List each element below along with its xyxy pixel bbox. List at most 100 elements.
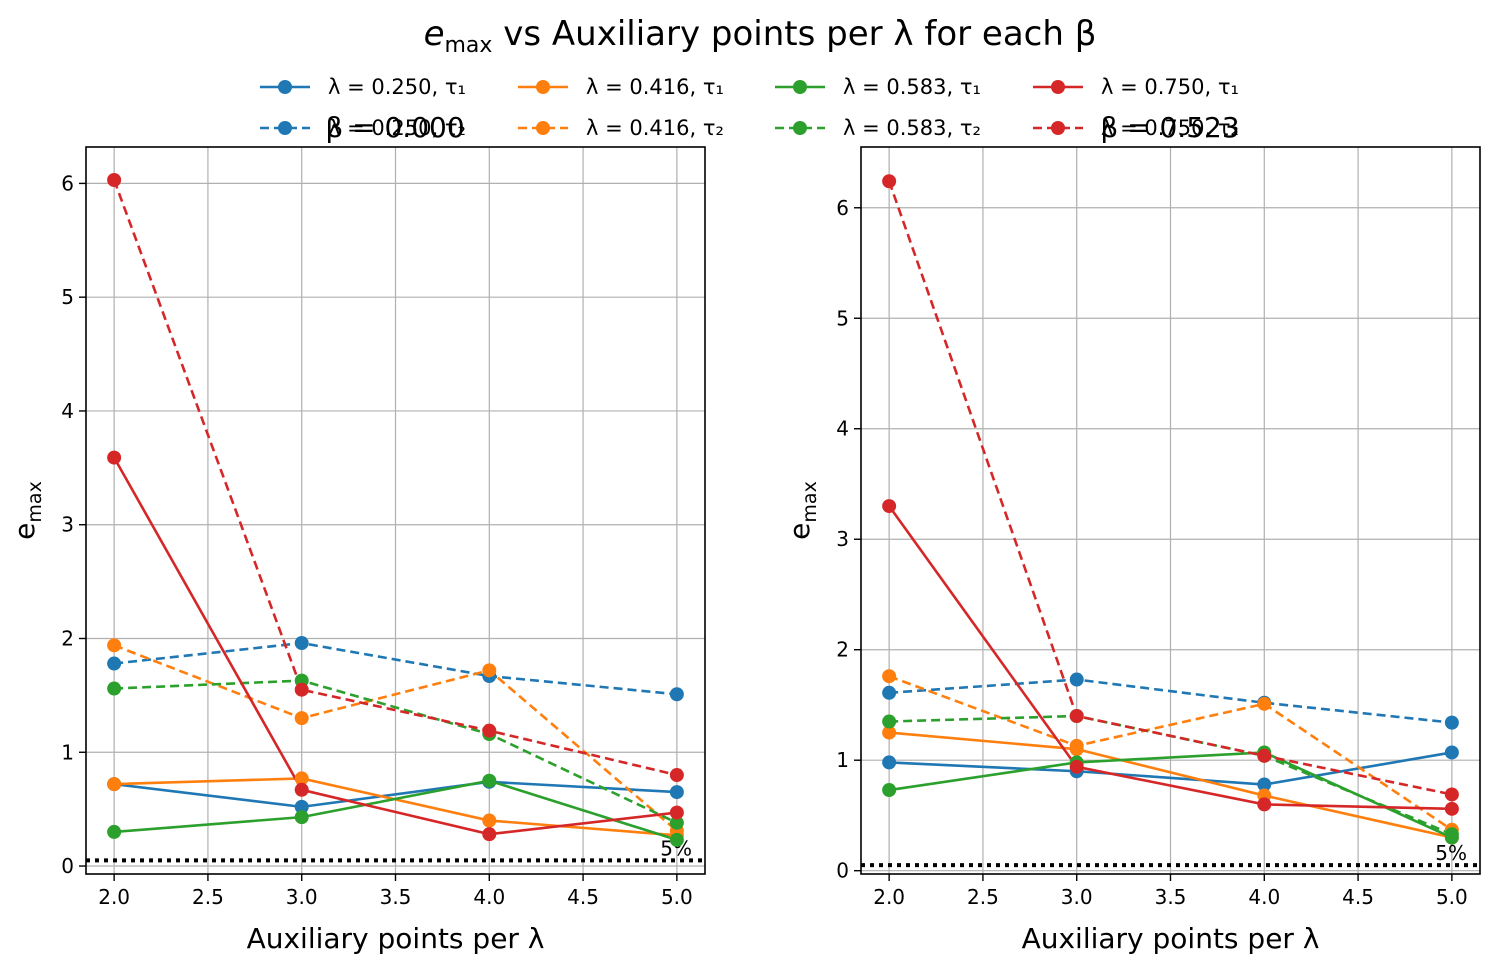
- legend-marker-7: [1051, 121, 1065, 135]
- data-point-s3-x1: [294, 711, 309, 726]
- data-point-s1-x0: [882, 685, 897, 700]
- x-tick-label: 2.5: [967, 885, 999, 909]
- x-axis-label: Auxiliary points per λ: [1022, 922, 1320, 955]
- legend-marker-0: [278, 80, 292, 94]
- data-point-s5-x0: [107, 681, 122, 696]
- data-point-s7-x0: [107, 172, 122, 187]
- subplot-beta-1: 5% 2.0 2.5 3.0 3.5 4.0 4.5 5.0 0 1 2 3 4 5 6 Auxiliary …: [783, 111, 1481, 955]
- subplot-title: β = 0.000: [325, 111, 464, 144]
- data-point-s7-x1: [1069, 709, 1084, 724]
- series-line-0: [113, 780, 677, 809]
- y-axis-label: emax: [8, 481, 46, 540]
- y-tick-label: 3: [836, 527, 849, 551]
- x-tick-label: 3.0: [286, 885, 318, 909]
- data-point-s0-x3: [1444, 745, 1459, 760]
- y-axis-label-sub: max: [24, 481, 46, 522]
- legend-marker-5: [793, 121, 807, 135]
- data-point-s6-x3: [1444, 801, 1459, 816]
- data-point-s2-x0: [107, 777, 122, 792]
- x-tick-label: 5.0: [1436, 885, 1468, 909]
- data-point-s6-x1: [1069, 759, 1084, 774]
- legend-label-6: λ = 0.750, τ₁: [1101, 75, 1239, 99]
- x-tick-label: 2.0: [873, 885, 905, 909]
- y-tick-label: 0: [836, 859, 849, 883]
- data-point-s4-x2: [482, 773, 497, 788]
- data-point-s6-x2: [1257, 797, 1272, 812]
- data-point-s0-x0: [882, 755, 897, 770]
- legend-label-2: λ = 0.416, τ₁: [586, 75, 724, 99]
- data-point-s2-x0: [882, 725, 897, 740]
- data-point-s0-x3: [669, 785, 684, 800]
- x-tick-label: 3.5: [1155, 885, 1187, 909]
- data-point-s7-x2: [1257, 748, 1272, 763]
- legend-label-5: λ = 0.583, τ₂: [843, 116, 981, 140]
- y-tick-label: 1: [836, 748, 849, 772]
- series-line-1: [889, 678, 1453, 724]
- data-point-s6-x0: [882, 499, 897, 514]
- series-line-5: [114, 679, 678, 824]
- data-point-s7-x3: [669, 768, 684, 783]
- y-tick-label: 2: [836, 638, 849, 662]
- data-point-s2-x1: [294, 771, 309, 786]
- series-line-6: [113, 456, 678, 836]
- data-point-s4-x0: [882, 783, 897, 798]
- legend-label-0: λ = 0.250, τ₁: [328, 75, 466, 99]
- legend-label-4: λ = 0.583, τ₁: [843, 75, 981, 99]
- data-point-s5-x0: [882, 714, 897, 729]
- data-point-s3-x2: [482, 663, 497, 678]
- series-line-4: [114, 779, 678, 842]
- y-tick-label: 2: [61, 626, 74, 650]
- y-tick-label: 5: [61, 285, 74, 309]
- data-point-s3-x2: [1257, 696, 1272, 711]
- data-point-s0-x1: [294, 799, 309, 814]
- y-tick-label: 3: [61, 513, 74, 537]
- y-tick-label: 4: [836, 417, 849, 441]
- data-point-s2-x2: [482, 813, 497, 828]
- legend-marker-3: [536, 121, 550, 135]
- subplot-beta-0: 5%2.0 2.5 3.0 3.5 4.0 4.5 5.00123456Auxiliary …: [8, 111, 706, 955]
- x-tick-label: 4.0: [473, 885, 505, 909]
- data-point-s3-x0: [107, 638, 122, 653]
- x-tick-label: 4.0: [1248, 885, 1280, 909]
- x-tick-label: 3.0: [1061, 885, 1093, 909]
- data-point-s6-x0: [107, 450, 122, 465]
- subplot-title: β = 0.523: [1100, 111, 1239, 144]
- y-tick-label: 5: [836, 306, 849, 330]
- x-tick-label: 2.5: [192, 885, 224, 909]
- series-line-0: [889, 751, 1453, 786]
- series-line-7: [112, 179, 678, 777]
- data-point-s4-x3: [669, 832, 684, 847]
- reference-label: 5%: [1435, 841, 1467, 865]
- data-point-s6-x1: [294, 782, 309, 797]
- data-point-s7-x0: [882, 174, 897, 189]
- legend-marker-4: [793, 80, 807, 94]
- series-line-3: [888, 675, 1453, 831]
- y-tick-label: 1: [61, 740, 74, 764]
- y-axis-label: emax: [783, 481, 821, 540]
- series-line-2: [889, 731, 1453, 839]
- data-point-s7-x1: [294, 682, 309, 697]
- x-tick-label: 5.0: [661, 885, 693, 909]
- x-axis-label: Auxiliary points per λ: [247, 922, 545, 955]
- data-point-s1-x3: [1444, 715, 1459, 730]
- figure-title: emax vs Auxiliary points per λ for each …: [424, 14, 1097, 58]
- y-axis-label-sub: max: [799, 481, 821, 522]
- data-point-s3-x0: [882, 669, 897, 684]
- series-line-1: [113, 641, 677, 696]
- y-axis-label-main: e: [783, 523, 816, 540]
- series-line-7: [887, 180, 1453, 796]
- data-point-s7-x2: [482, 723, 497, 738]
- y-tick-label: 0: [61, 854, 74, 878]
- data-point-s5-x3: [669, 815, 684, 830]
- legend-marker-6: [1051, 80, 1065, 94]
- x-tick-label: 4.5: [567, 885, 599, 909]
- legend-marker-1: [278, 121, 292, 135]
- data-point-s1-x1: [294, 636, 309, 651]
- y-axis-label-main: e: [8, 523, 41, 540]
- x-tick-label: 2.0: [98, 885, 130, 909]
- data-point-s1-x0: [107, 656, 122, 671]
- data-point-s4-x1: [294, 810, 309, 825]
- data-point-s4-x0: [107, 824, 122, 839]
- series-line-6: [888, 505, 1452, 811]
